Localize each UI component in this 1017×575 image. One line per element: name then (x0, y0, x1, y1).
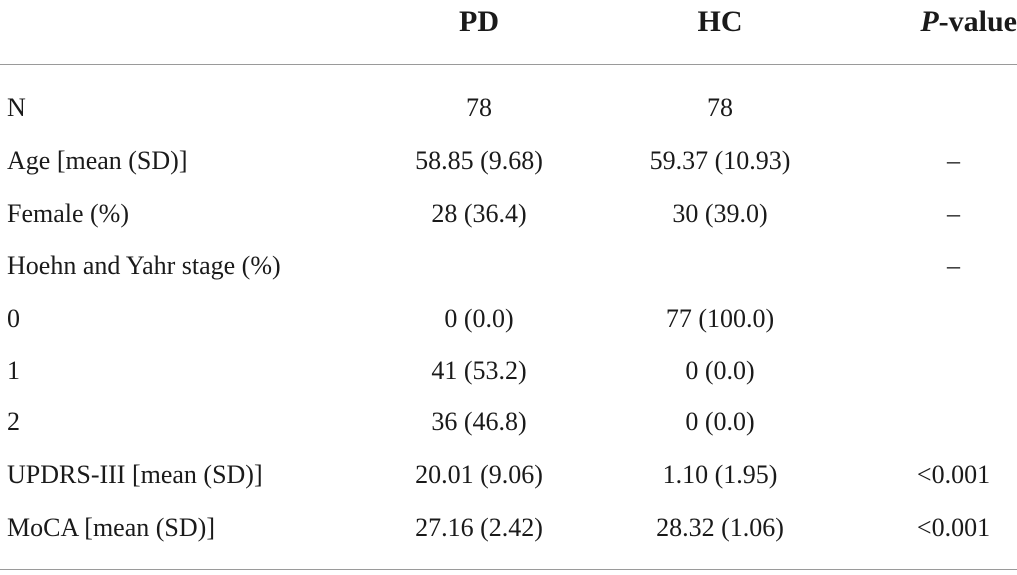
cell-p-value: <0.001 (916, 460, 991, 489)
cell-pd: 0 (0.0) (444, 304, 514, 333)
cell-pd: 28 (36.4) (431, 199, 527, 228)
table-row: MoCA [mean (SD)] 27.16 (2.42) 28.32 (1.0… (0, 508, 1017, 548)
column-header-hc: HC (697, 5, 743, 38)
cell-p-value (900, 402, 1007, 442)
cell-p-value (900, 88, 1007, 128)
cell-pd: 58.85 (9.68) (415, 146, 543, 175)
cell-pd: 41 (53.2) (431, 356, 527, 385)
row-label: N (7, 93, 26, 122)
row-label: Female (%) (7, 199, 130, 228)
row-label: Age [mean (SD)] (7, 146, 188, 175)
cell-pd: 27.16 (2.42) (415, 513, 543, 542)
table-row: 1 41 (53.2) 0 (0.0) (0, 351, 1017, 391)
cell-p-value: <0.001 (916, 513, 991, 542)
table-row: Female (%) 28 (36.4) 30 (39.0) – (0, 194, 1017, 234)
table-row: UPDRS-III [mean (SD)] 20.01 (9.06) 1.10 … (0, 455, 1017, 495)
row-label: UPDRS-III [mean (SD)] (7, 460, 263, 489)
row-label: MoCA [mean (SD)] (7, 513, 215, 542)
cell-p-value: – (947, 199, 960, 228)
cell-hc: 28.32 (1.06) (656, 513, 784, 542)
cell-hc: 0 (0.0) (685, 407, 755, 436)
cell-pd: 20.01 (9.06) (415, 460, 543, 489)
cell-hc: 78 (707, 93, 733, 122)
header-divider (0, 64, 1017, 65)
row-label: 1 (7, 356, 20, 385)
cell-hc: 30 (39.0) (672, 199, 768, 228)
table-row: 0 0 (0.0) 77 (100.0) (0, 299, 1017, 339)
cell-hc (621, 246, 819, 286)
column-header-pd: PD (459, 5, 499, 38)
row-label: Hoehn and Yahr stage (%) (7, 251, 281, 280)
table-row: Age [mean (SD)] 58.85 (9.68) 59.37 (10.9… (0, 141, 1017, 181)
cell-pd: 78 (466, 93, 492, 122)
table-row: N 78 78 (0, 88, 1017, 128)
cell-hc: 59.37 (10.93) (649, 146, 791, 175)
cell-pd (380, 246, 578, 286)
cell-pd: 36 (46.8) (431, 407, 527, 436)
column-header-p-value: P-value (880, 0, 1017, 44)
cell-hc: 0 (0.0) (685, 356, 755, 385)
cell-p-value: – (947, 251, 960, 280)
table-bottom-rule (0, 569, 1017, 570)
table-header-row: PD HC P-value (0, 0, 1017, 64)
column-header-p-suffix: -value (938, 5, 1017, 38)
cell-p-value (900, 299, 1007, 339)
cell-p-value: – (947, 146, 960, 175)
table-row: 2 36 (46.8) 0 (0.0) (0, 402, 1017, 442)
cell-hc: 77 (100.0) (665, 304, 775, 333)
cell-hc: 1.10 (1.95) (662, 460, 778, 489)
column-header-p-italic: P (920, 5, 939, 38)
row-label: 0 (7, 304, 20, 333)
cell-p-value (900, 351, 1007, 391)
table-row: Hoehn and Yahr stage (%) – (0, 246, 1017, 286)
row-label: 2 (7, 407, 20, 436)
